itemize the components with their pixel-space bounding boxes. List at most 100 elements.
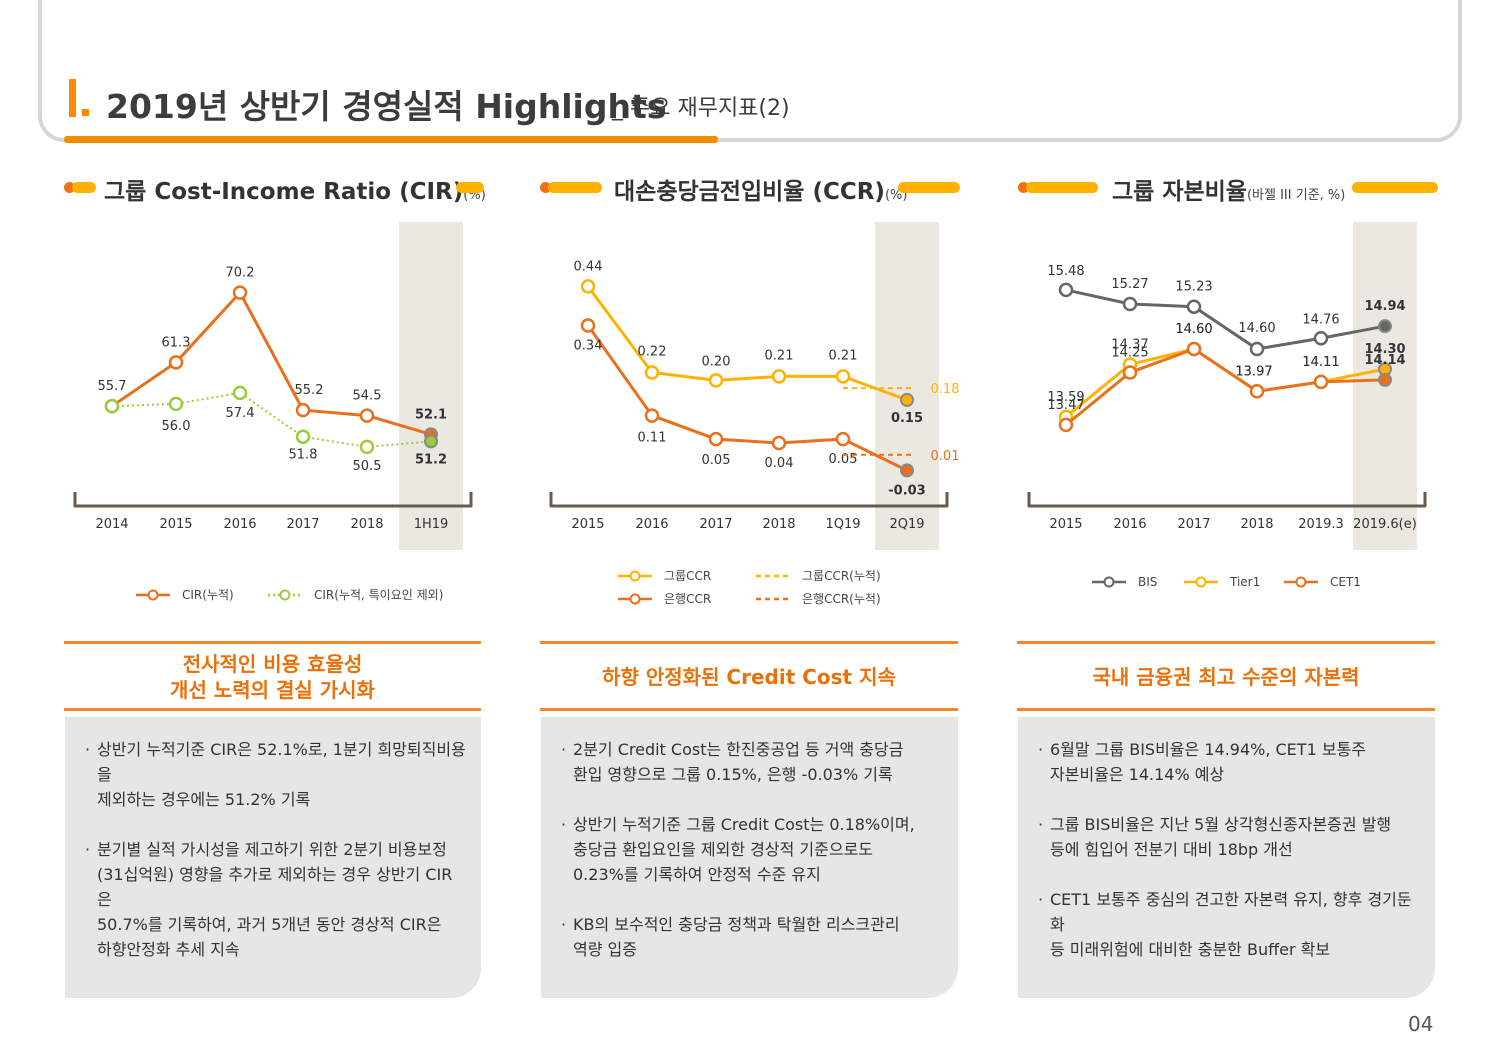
data-label: 0.20 — [702, 354, 731, 369]
data-label: 14.11 — [1302, 355, 1339, 370]
x-tick-label: 2016 — [635, 517, 668, 532]
pill-right-icon — [898, 182, 960, 193]
series-line-그룹CCR — [586, 285, 908, 402]
data-label: 0.21 — [829, 348, 858, 363]
data-point — [1378, 372, 1392, 387]
headline-rule-top — [64, 641, 481, 644]
data-label: 14.94 — [1364, 299, 1405, 314]
data-point — [835, 369, 851, 384]
data-point — [168, 355, 184, 370]
page-number: 04 — [1408, 1012, 1434, 1036]
data-point — [1122, 296, 1138, 312]
header-frame — [38, 0, 1462, 142]
data-label: 0.11 — [638, 431, 667, 446]
data-point — [771, 369, 787, 384]
title-accent-bar — [69, 79, 76, 117]
data-label: 13.97 — [1235, 364, 1272, 379]
data-point — [295, 402, 311, 418]
data-label: 61.3 — [162, 335, 191, 350]
data-label: 0.04 — [765, 456, 794, 471]
data-label: 52.1 — [415, 407, 447, 422]
legend-label: 그룹CCR — [664, 569, 711, 583]
panel-cir-header: 그룹 Cost-Income Ratio (CIR)(%) — [62, 172, 486, 205]
axis-bracket — [1027, 492, 1427, 508]
headline-rule-bottom — [64, 708, 481, 711]
pill-left-icon — [548, 182, 602, 193]
data-label: 14.14 — [1364, 353, 1405, 368]
data-label: 13.97 — [1235, 364, 1272, 379]
data-label: 14.11 — [1302, 355, 1339, 370]
data-label: 55.7 — [98, 379, 127, 394]
x-tick-label: 1H19 — [414, 517, 449, 532]
legend-label: 은행CCR — [664, 591, 711, 606]
data-point — [1378, 319, 1392, 334]
x-tick-label: 2015 — [159, 517, 192, 532]
note-bullet: 그룹 BIS비율은 지난 5월 상각형신종자본증권 발행 등에 힘입어 전분기 … — [1038, 812, 1421, 862]
data-point — [232, 385, 248, 401]
legend-label: Tier1 — [1229, 575, 1260, 589]
legend-label: BIS — [1138, 575, 1157, 589]
data-point — [168, 396, 184, 412]
headline-rule-bottom — [1017, 708, 1435, 711]
data-label: 51.2 — [415, 452, 447, 467]
data-label: 0.18 — [931, 382, 960, 397]
legend-marker — [629, 593, 641, 605]
data-point — [1186, 341, 1202, 357]
data-point — [644, 408, 660, 423]
data-label: 0.01 — [931, 449, 960, 464]
data-label: 14.60 — [1238, 321, 1275, 336]
title-accent-dot — [82, 109, 89, 116]
data-label: 14.37 — [1111, 337, 1148, 352]
legend-marker — [629, 570, 641, 582]
pill-dot-icon — [540, 182, 551, 193]
data-point — [708, 431, 724, 447]
data-label: 54.5 — [353, 389, 382, 404]
series-line-CET1 — [1065, 347, 1386, 427]
x-tick-label: 2016 — [223, 517, 256, 532]
x-tick-label: 2019.3 — [1298, 517, 1344, 532]
data-label: 0.21 — [765, 348, 794, 363]
x-tick-label: 2017 — [286, 517, 319, 532]
headline-rule-top — [540, 641, 958, 644]
legend-label: CIR(누적, 특이요인 제외) — [314, 588, 443, 602]
data-point — [580, 318, 596, 333]
panel-cir-title: 그룹 Cost-Income Ratio (CIR)(%) — [104, 179, 486, 205]
series-line-CIR(누적) — [111, 290, 432, 436]
data-label: 0.15 — [891, 411, 923, 426]
data-point — [1313, 374, 1329, 390]
note-bullet: 6월말 그룹 BIS비율은 14.94%, CET1 보통주 자본비율은 14.… — [1038, 737, 1421, 787]
legend-marker — [279, 589, 291, 601]
headline-rule-top — [1017, 641, 1435, 644]
panel-ccr-notes: 2분기 Credit Cost는 한진중공업 등 거액 충당금 환입 영향으로 … — [541, 717, 958, 998]
pill-right-icon — [456, 182, 484, 193]
ccr-chart: 2015 2016 2017 2018 1Q19 2Q19 0.44 0.22 0.20 0.21… — [549, 222, 960, 606]
data-point — [1249, 384, 1265, 399]
data-point — [1122, 365, 1138, 380]
highlight-band — [875, 222, 939, 550]
data-label: 14.25 — [1111, 346, 1148, 361]
data-label: 15.27 — [1111, 277, 1148, 292]
note-bullet: 상반기 누적기준 CIR은 52.1%로, 1분기 희망퇴직비용을 제외하는 경… — [85, 737, 467, 812]
data-label: 56.0 — [162, 419, 191, 434]
highlight-band — [399, 222, 463, 550]
data-label: 55.2 — [295, 383, 324, 398]
x-tick-label: 1Q19 — [825, 517, 860, 532]
data-point — [359, 408, 375, 423]
panel-cir-headline: 전사적인 비용 효율성 개선 노력의 결실 가시화 — [170, 652, 375, 702]
pill-left-icon — [1026, 182, 1098, 193]
capital-ratio-chart: 2015 2016 2017 2018 2019.3 2019.6(e) 15.48 15.2… — [1027, 222, 1427, 589]
data-label: 0.34 — [574, 339, 603, 354]
pill-dot-icon — [1018, 182, 1029, 193]
legend-label: 그룹CCR(누적) — [802, 569, 881, 583]
headline-rule-bottom — [540, 708, 958, 711]
data-label: -0.03 — [888, 483, 925, 498]
data-label: 14.30 — [1364, 342, 1405, 357]
legend-label: CIR(누적) — [182, 588, 234, 602]
data-label: 50.5 — [353, 459, 382, 474]
data-label: 15.48 — [1047, 264, 1084, 279]
legend-marker — [1195, 576, 1207, 588]
page-subtitle: _ 주요 재무지표(2) — [612, 96, 790, 121]
legend-label: 은행CCR(누적) — [802, 591, 881, 606]
data-label: 51.8 — [289, 448, 318, 463]
data-point — [104, 398, 120, 414]
